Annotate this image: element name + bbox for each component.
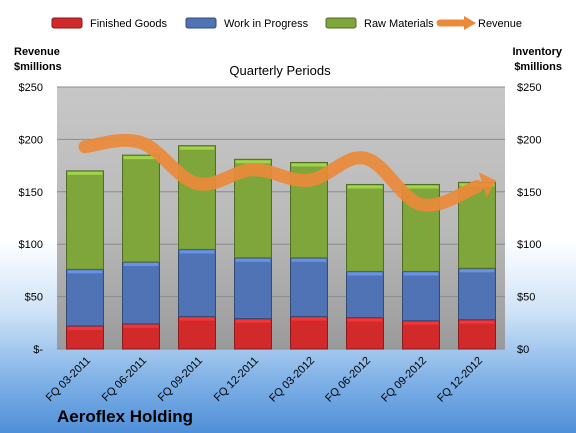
- x-tick-label: FQ 12-2011: [212, 355, 261, 404]
- bar-highlight: [235, 319, 271, 323]
- bar-raw-materials: [122, 154, 160, 263]
- bar-raw-materials: [178, 145, 216, 250]
- y-tick-right: $150: [517, 187, 541, 199]
- y-tick-left: $250: [19, 82, 43, 94]
- legend-label: Raw Materials: [364, 18, 434, 30]
- bar-highlight: [179, 250, 215, 254]
- legend: Finished Goods Work in Progress Raw Materi…: [51, 16, 522, 30]
- bar-highlight: [291, 317, 327, 321]
- y-tick-left: $100: [19, 239, 43, 251]
- legend-swatch: [51, 17, 83, 29]
- bar-raw-materials: [66, 170, 104, 270]
- x-tick-labels: FQ 03-2011 FQ 06-2011 FQ 09-2011 FQ 12-2011…: [44, 355, 485, 405]
- bar-highlight: [347, 185, 383, 189]
- bar-highlight: [67, 326, 103, 330]
- bar-highlight: [179, 146, 215, 150]
- y-tick-left: $150: [19, 187, 43, 199]
- revenue-line-path: [78, 133, 484, 212]
- y-right-label-line2: $millions: [514, 61, 562, 73]
- bar-finished-goods: [122, 323, 160, 350]
- y-tick-right: $50: [517, 292, 535, 304]
- bar-highlight: [347, 318, 383, 322]
- y-tick-labels: $- $0 $50 $50 $100 $100 $150 $150 $200 $200 $250 $2…: [19, 82, 542, 356]
- y-tick-right: $0: [517, 344, 529, 356]
- bar-raw-materials: [346, 183, 384, 272]
- bar-finished-goods: [346, 317, 384, 350]
- y-tick-left: $200: [19, 134, 43, 146]
- y-right-label-line1: Inventory: [512, 46, 562, 58]
- bar-highlight: [403, 272, 439, 276]
- bar-finished-goods: [234, 318, 272, 350]
- y-tick-right: $200: [517, 134, 541, 146]
- bar-finished-goods: [290, 316, 328, 350]
- bar-highlight: [403, 321, 439, 325]
- bar-highlight: [459, 320, 495, 324]
- bar-highlight: [123, 156, 159, 160]
- legend-swatch: [185, 17, 217, 29]
- y-tick-right: $250: [517, 82, 541, 94]
- bar-finished-goods: [402, 320, 440, 350]
- x-tick-label: FQ 06-2011: [100, 355, 149, 404]
- bar-highlight: [67, 270, 103, 274]
- bar-finished-goods: [178, 316, 216, 350]
- bar-highlight: [123, 263, 159, 267]
- x-tick-label: FQ 09-2012: [379, 355, 429, 405]
- x-tick-label: FQ 03-2011: [44, 355, 93, 404]
- legend-label: Finished Goods: [90, 18, 168, 30]
- legend-swatch: [325, 17, 357, 29]
- bar-finished-goods: [458, 319, 496, 350]
- legend-label: Work in Progress: [224, 18, 309, 30]
- bar-work-in-progress: [66, 268, 104, 327]
- bar-highlight: [179, 317, 215, 321]
- bar-highlight: [235, 258, 271, 262]
- bar-highlight: [123, 324, 159, 328]
- bar-work-in-progress: [346, 270, 384, 319]
- bar-work-in-progress: [458, 267, 496, 321]
- revenue-line: [78, 133, 497, 212]
- bar-highlight: [67, 171, 103, 175]
- legend-arrowhead: [464, 16, 476, 30]
- bar-work-in-progress: [234, 257, 272, 320]
- bar-highlight: [403, 185, 439, 189]
- y-left-label-line2: $millions: [14, 61, 62, 73]
- company-name: Aeroflex Holding: [57, 407, 193, 426]
- bar-highlight: [347, 272, 383, 276]
- chart-title: Quarterly Periods: [229, 63, 331, 78]
- x-tick-label: FQ 03-2012: [267, 355, 317, 405]
- y-tick-left: $50: [25, 292, 43, 304]
- y-left-label-line1: Revenue: [14, 46, 60, 58]
- bar-highlight: [235, 160, 271, 164]
- x-tick-label: FQ 12-2012: [435, 355, 485, 405]
- bar-work-in-progress: [290, 257, 328, 318]
- bar-work-in-progress: [122, 261, 160, 325]
- y-tick-right: $100: [517, 239, 541, 251]
- revenue-line-arrowhead: [478, 172, 497, 198]
- x-tick-label: FQ 06-2012: [323, 355, 373, 405]
- y-tick-left: $-: [33, 344, 43, 356]
- bar-highlight: [291, 163, 327, 167]
- bar-highlight: [459, 269, 495, 273]
- x-tick-label: FQ 09-2011: [156, 355, 205, 404]
- bar-work-in-progress: [178, 248, 216, 318]
- legend-label: Revenue: [478, 18, 522, 30]
- bar-work-in-progress: [402, 270, 440, 322]
- bar-highlight: [291, 258, 327, 262]
